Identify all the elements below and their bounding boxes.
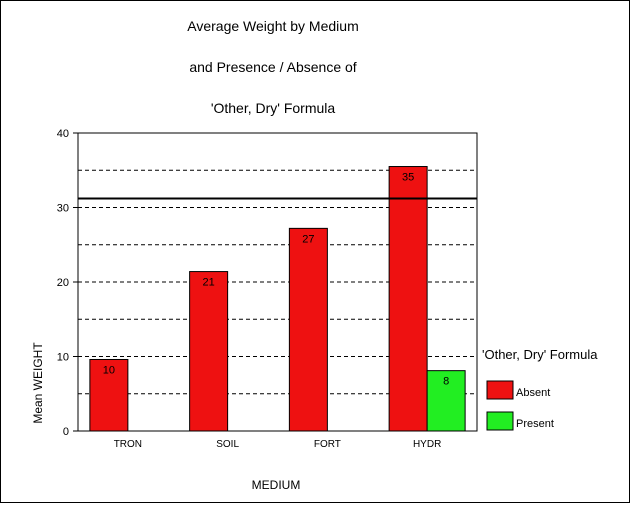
bar-soil-absent — [189, 271, 229, 432]
y-tick-label: 10 — [57, 352, 69, 364]
data-label-fort-absent: 27 — [302, 233, 314, 245]
legend-label-present: Present — [516, 418, 554, 430]
data-label-hydr-absent: 35 — [402, 172, 414, 184]
y-tick-label: 20 — [57, 277, 69, 289]
data-labels: 10 21 27 35 8 — [103, 172, 449, 388]
axes: TRON SOIL FORT HYDR 0 10 20 30 40 MEDIUM Mean WEIG… — [31, 128, 478, 492]
legend: 'Other, Dry' Formula Absent Present — [482, 347, 598, 431]
x-tick-label-soil: SOIL — [216, 439, 239, 450]
x-axis-label: MEDIUM — [252, 478, 301, 492]
data-label-soil-absent: 21 — [203, 277, 215, 289]
y-tick-label: 40 — [57, 128, 69, 140]
legend-title: 'Other, Dry' Formula — [482, 347, 598, 362]
data-label-tron-absent: 10 — [103, 364, 115, 376]
chart-title: Average Weight by Medium and Presence / A… — [187, 18, 358, 116]
y-axis-label: Mean WEIGHT — [31, 342, 45, 424]
x-tick-label-tron: TRON — [114, 439, 142, 450]
x-tick-label-fort: FORT — [314, 439, 341, 450]
title-line-1: Average Weight by Medium — [187, 18, 358, 34]
title-line-2: and Presence / Absence of — [189, 59, 356, 75]
bar-fort-absent — [288, 227, 328, 432]
bars — [89, 166, 466, 432]
title-line-3: 'Other, Dry' Formula — [211, 100, 336, 116]
legend-swatch-present — [486, 411, 514, 431]
y-tick-label: 30 — [57, 203, 69, 215]
legend-label-absent: Absent — [516, 387, 550, 399]
y-tick-label: 0 — [63, 426, 69, 438]
bar-hydr-present — [426, 370, 466, 432]
bar-hydr-absent — [388, 166, 428, 432]
legend-swatch-absent — [486, 380, 514, 400]
x-tick-label-hydr: HYDR — [413, 439, 441, 450]
data-label-hydr-present: 8 — [443, 376, 449, 388]
grid-lines — [78, 169, 477, 395]
